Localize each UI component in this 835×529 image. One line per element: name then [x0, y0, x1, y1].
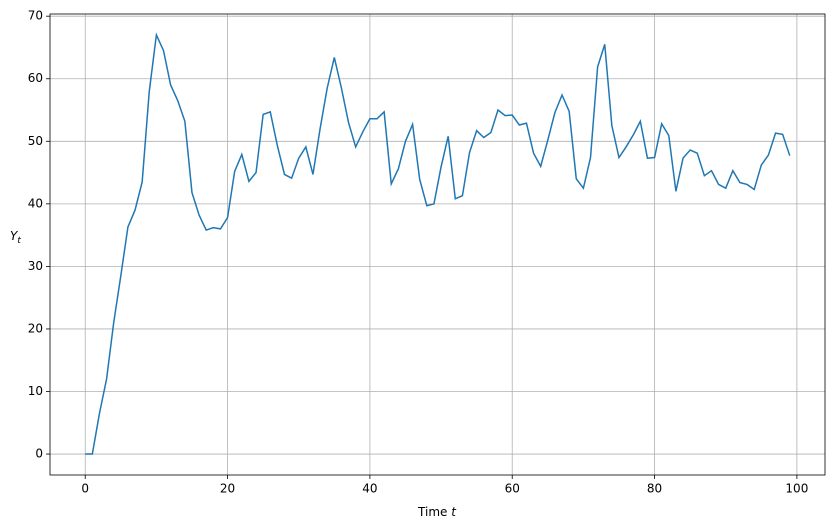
x-tick-label: 20 — [220, 482, 235, 496]
y-axis-label-main: Y — [10, 229, 19, 243]
y-axis-label: Yt — [10, 229, 21, 246]
y-tick-label: 0 — [35, 447, 43, 461]
y-tick-label: 60 — [28, 71, 43, 85]
line-series — [85, 32, 791, 455]
plot-frame — [49, 13, 826, 476]
x-axis-label: Time t — [417, 505, 457, 519]
y-tick-label: 30 — [28, 259, 43, 273]
x-axis-label-text: Time — [417, 505, 447, 519]
x-tick-label: 80 — [647, 482, 662, 496]
y-tick-label: 70 — [28, 9, 43, 23]
x-tick-label: 0 — [81, 482, 89, 496]
y-tick-label: 50 — [28, 134, 43, 148]
x-tick-label: 100 — [785, 482, 808, 496]
y-axis-label-sub: t — [17, 236, 21, 246]
y-tick-label: 40 — [28, 196, 43, 210]
x-axis-label-var: t — [451, 505, 457, 519]
x-tick-label: 40 — [362, 482, 377, 496]
x-tick-label: 60 — [505, 482, 520, 496]
y-tick-label: 20 — [28, 321, 43, 335]
y-tick-label: 10 — [28, 384, 43, 398]
